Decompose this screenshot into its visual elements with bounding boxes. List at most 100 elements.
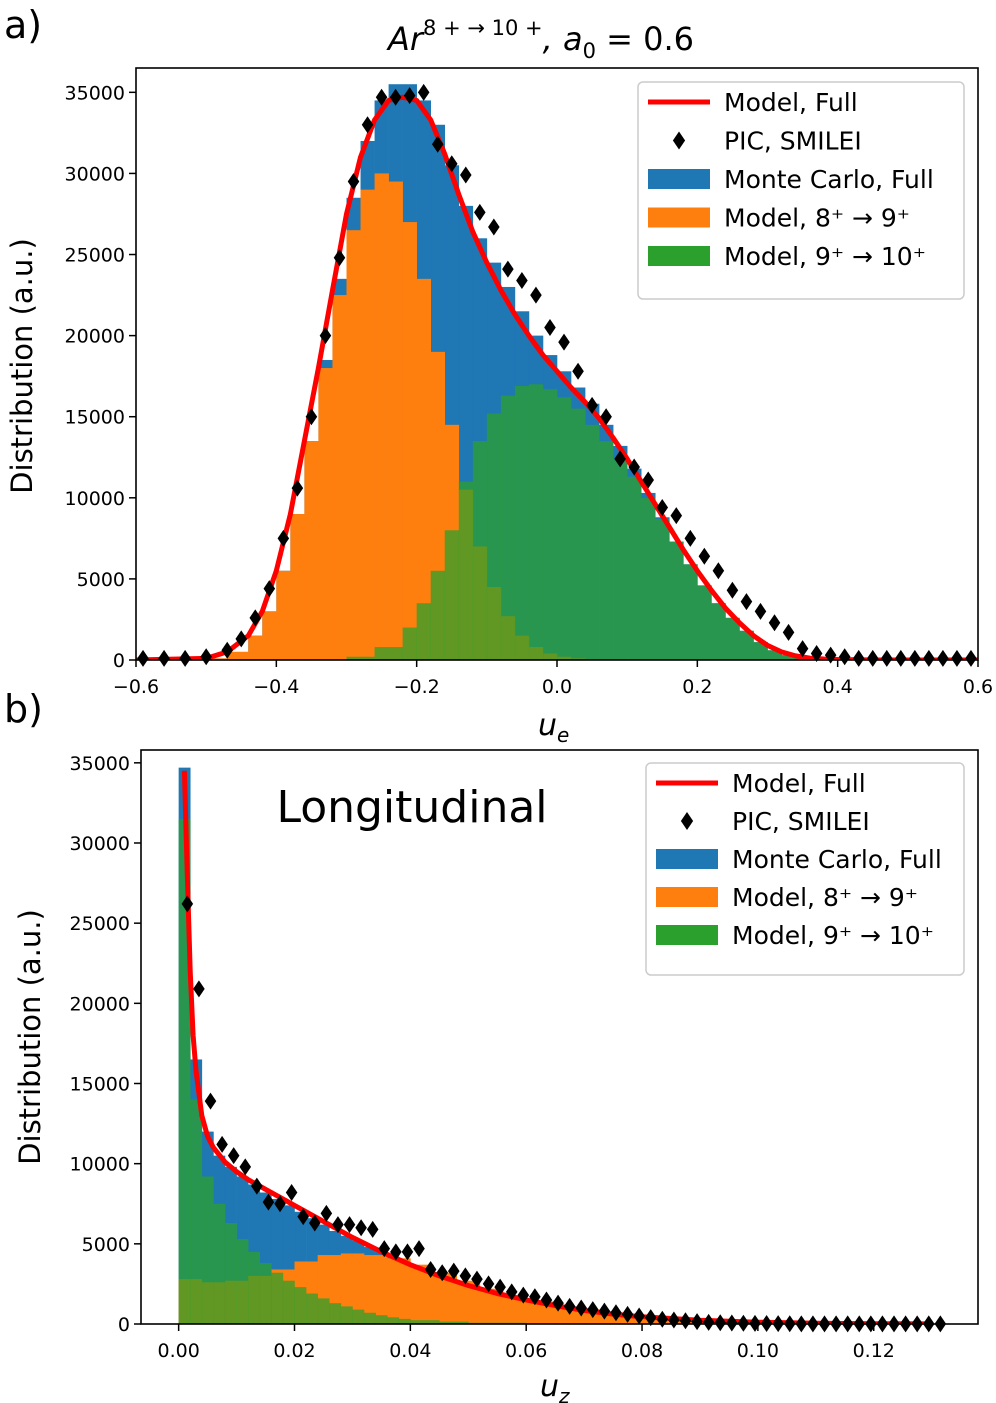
hist-bar — [458, 481, 474, 660]
pic-point — [951, 649, 963, 667]
pic-point — [633, 1307, 645, 1325]
legend-patch-swatch — [656, 887, 718, 907]
pic-point — [610, 1304, 622, 1322]
pic-point — [274, 1195, 286, 1213]
hist-bar — [236, 1239, 249, 1324]
x-tick-label: 0.0 — [542, 676, 572, 698]
pic-point — [424, 1260, 437, 1278]
x-tick-label: 0.00 — [157, 1340, 199, 1362]
pic-point — [488, 218, 500, 236]
hist-bar — [364, 1312, 376, 1324]
panel-label-a: a) — [4, 3, 42, 47]
pic-point — [179, 649, 191, 667]
x-axis-label-a: ue — [538, 708, 569, 747]
legend-box — [637, 81, 965, 300]
legend-label: Model, 8⁺ → 9⁺ — [724, 204, 910, 233]
pic-point — [403, 87, 416, 105]
pic-point — [216, 1135, 228, 1153]
pic-point — [909, 649, 921, 667]
hist-bar — [271, 1272, 284, 1324]
hist-bar — [585, 424, 600, 660]
hist-bar — [374, 173, 389, 660]
pic-point — [200, 648, 212, 666]
hist-bar — [697, 585, 712, 660]
pic-point — [656, 1310, 669, 1328]
hist-bar — [346, 230, 361, 660]
pic-point — [401, 1243, 414, 1261]
pic-point — [320, 1204, 333, 1222]
hist-bar — [767, 650, 782, 660]
hist-bar — [294, 1287, 307, 1324]
pic-point — [684, 529, 697, 547]
x-tick-label: 0.06 — [505, 1340, 547, 1362]
pic-point — [937, 649, 949, 667]
pic-point — [575, 1299, 588, 1317]
pic-point — [895, 649, 907, 667]
hist-bar — [753, 642, 768, 660]
pic-point — [474, 203, 486, 221]
hist-bar — [479, 1288, 504, 1324]
pic-point — [158, 649, 170, 667]
hist-bar — [304, 441, 319, 660]
legend-label: Monte Carlo, Full — [724, 165, 934, 194]
hist-bar — [290, 514, 305, 660]
pic-point — [308, 1214, 321, 1232]
hist-bar — [402, 222, 417, 660]
x-tick-label: 0.08 — [621, 1340, 663, 1362]
pic-point — [235, 630, 248, 648]
pic-point — [494, 1278, 506, 1296]
hist-bar — [433, 1272, 457, 1324]
y-tick-label: 5000 — [82, 1234, 130, 1256]
pic-point — [702, 1313, 715, 1331]
hist-bar — [599, 441, 614, 660]
legend-patch-swatch — [648, 246, 710, 266]
hist-bar — [472, 441, 488, 660]
pic-point — [517, 1286, 530, 1304]
pic-point — [852, 649, 865, 667]
hist-bar — [282, 1280, 295, 1324]
pic-point — [285, 1184, 298, 1202]
pic-point — [598, 1302, 611, 1320]
pic-point — [644, 1309, 657, 1327]
y-tick-label: 30000 — [70, 833, 130, 855]
pic-point — [471, 1270, 483, 1288]
y-tick-label: 20000 — [70, 993, 130, 1015]
legend-label: Monte Carlo, Full — [732, 845, 942, 874]
hist-bar — [542, 389, 558, 660]
pic-point — [656, 499, 669, 517]
hist-bar — [206, 658, 228, 660]
hist-bar — [410, 1264, 434, 1324]
pic-point — [448, 1262, 460, 1280]
y-axis-label-b: Distribution (a.u.) — [13, 909, 47, 1165]
pic-point — [375, 88, 388, 106]
pic-point — [586, 396, 598, 414]
pic-point — [614, 450, 626, 468]
hist-bar — [364, 1255, 388, 1324]
hist-bar — [276, 570, 291, 660]
hist-bar — [526, 1301, 556, 1324]
pic-point — [390, 1243, 402, 1261]
pic-point — [600, 408, 612, 426]
legend-label: Model, Full — [724, 88, 858, 117]
hist-bar — [360, 189, 375, 660]
pic-point — [333, 249, 346, 267]
hist-bar — [642, 1319, 672, 1324]
hist-bar — [627, 476, 642, 660]
pic-point — [516, 271, 528, 289]
y-tick-label: 25000 — [70, 913, 130, 935]
hist-bar — [410, 1320, 440, 1324]
pic-point — [262, 1193, 275, 1211]
x-tick-label: 0.04 — [389, 1340, 431, 1362]
pic-point — [332, 1216, 344, 1234]
hist-bar — [387, 1317, 400, 1324]
pic-smilei-markers — [181, 895, 947, 1333]
hist-bar — [227, 651, 249, 660]
hist-bar — [271, 1198, 284, 1324]
hist-bar — [352, 1309, 365, 1324]
pic-point — [712, 562, 725, 580]
y-tick-label: 20000 — [65, 326, 125, 348]
pic-point — [249, 609, 262, 627]
hist-bar — [398, 1318, 411, 1324]
pic-point — [881, 649, 893, 667]
